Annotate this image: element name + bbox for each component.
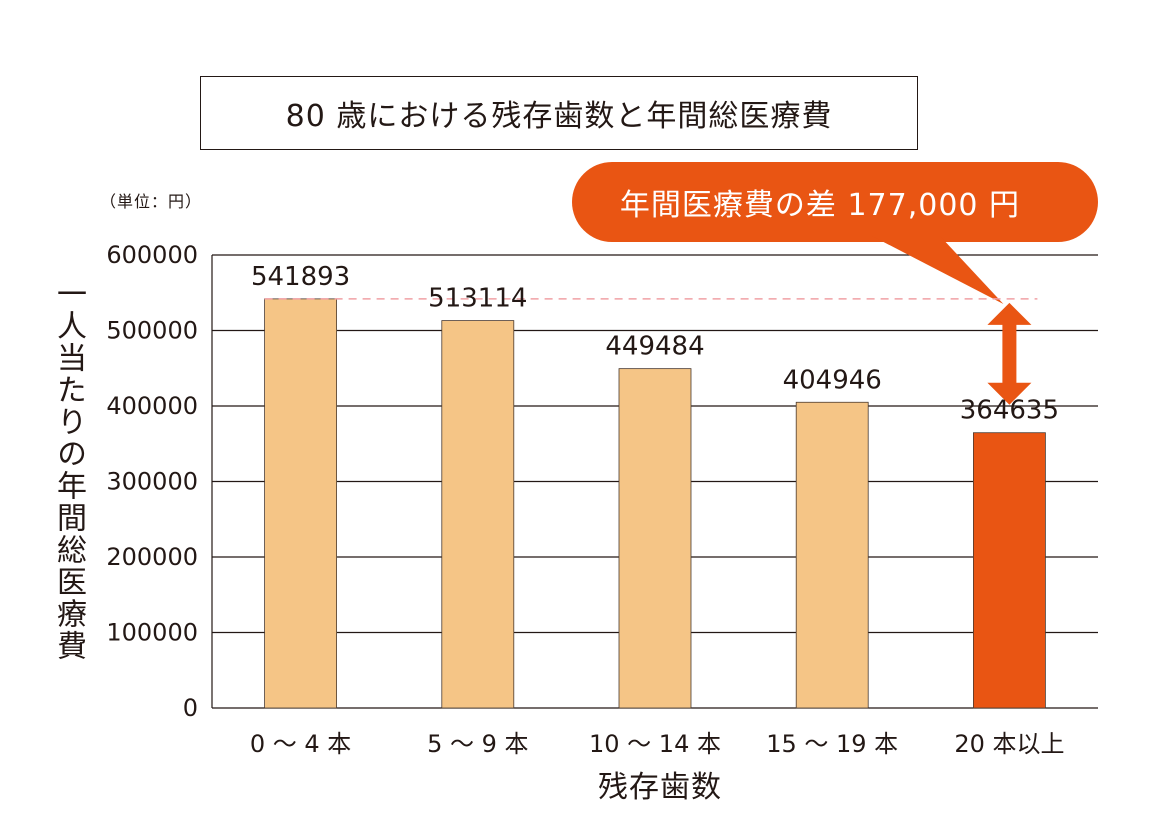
y-tick-label: 500000 <box>106 317 198 345</box>
y-tick-label: 0 <box>183 694 198 722</box>
bar-value-label: 449484 <box>605 332 704 362</box>
y-tick-label: 200000 <box>106 543 198 571</box>
x-tick-label: 5 〜 9 本 <box>427 730 528 758</box>
x-tick-label: 15 〜 19 本 <box>766 730 898 758</box>
y-tick-label: 300000 <box>106 468 198 496</box>
callout-text: 年間医療費の差 177,000 円 <box>619 188 1021 223</box>
bar <box>973 432 1046 709</box>
x-tick-label: 10 〜 14 本 <box>589 730 721 758</box>
difference-arrow <box>987 302 1032 405</box>
bar-value-label: 541893 <box>251 262 350 292</box>
bar <box>441 320 515 709</box>
unit-note: （単位：円） <box>100 192 203 211</box>
y-tick-label: 400000 <box>106 392 198 420</box>
x-tick-label: 0 〜 4 本 <box>250 730 351 758</box>
chart-title: 80 歳における残存歯数と年間総医療費 <box>200 76 918 150</box>
x-axis-label: 残存歯数 <box>598 770 722 805</box>
bar-value-label: 404946 <box>783 365 882 395</box>
y-tick-label: 100000 <box>106 619 198 647</box>
x-tick-label: 20 本以上 <box>954 730 1064 758</box>
callout-bubble <box>572 162 1098 242</box>
bar <box>618 368 692 709</box>
y-tick-label: 600000 <box>106 241 198 269</box>
bar-value-label: 513114 <box>428 284 527 314</box>
y-axis-label: 一人当たりの年間総医療費 <box>51 278 86 662</box>
bar <box>264 298 338 709</box>
bar <box>795 401 869 709</box>
callout-tail <box>872 236 1004 304</box>
